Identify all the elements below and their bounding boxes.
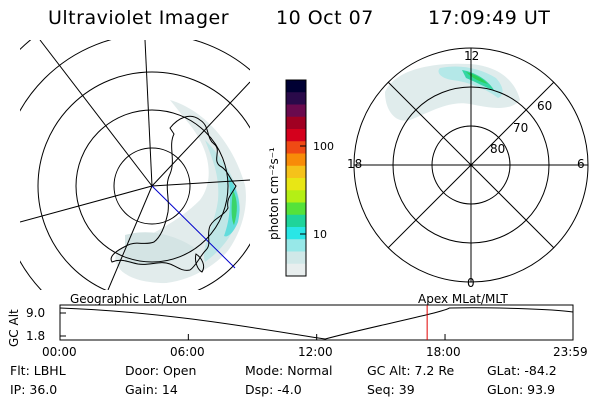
geo-grid-label: Geographic Lat/Lon xyxy=(70,292,188,306)
time-label: 17:09:49 UT xyxy=(428,7,551,29)
mlt-label-6: 6 xyxy=(577,157,585,171)
sun-line xyxy=(151,185,236,269)
colorbar-tick-100: 100 xyxy=(313,140,334,153)
colorbar-unit-label: photon cm⁻²s⁻¹ xyxy=(267,147,281,240)
gain-value: Gain: 14 xyxy=(125,382,178,397)
colorbar-swatch xyxy=(286,104,306,118)
mlt-label-18: 18 xyxy=(347,157,363,171)
time-tick-1800: 18:00 xyxy=(426,345,461,359)
colorbar-swatch xyxy=(286,227,306,240)
colorbar-swatch xyxy=(286,251,306,265)
colorbar-tick-10: 10 xyxy=(313,228,327,241)
colorbar xyxy=(286,80,306,277)
altitude-axis-label: GC Alt xyxy=(7,309,21,347)
time-tick-2359: 23:59 xyxy=(553,345,588,359)
altitude-tick-9: 9.0 xyxy=(26,306,46,320)
gc-alt-value: GC Alt: 7.2 Re xyxy=(367,363,455,378)
time-tick-1200: 12:00 xyxy=(298,345,333,359)
instrument-title: Ultraviolet Imager xyxy=(48,7,230,29)
geo-aurora-emission xyxy=(115,100,246,284)
glat-value: GLat: -84.2 xyxy=(487,363,557,378)
colorbar-swatch xyxy=(286,141,306,154)
time-tick-0000: 00:00 xyxy=(42,345,77,359)
colorbar-swatch xyxy=(286,92,306,105)
mode-value: Mode: Normal xyxy=(245,363,333,378)
colorbar-swatch xyxy=(286,165,306,179)
colorbar-swatch xyxy=(286,263,306,277)
mlat-label-60: 60 xyxy=(537,99,553,113)
dsp-value: Dsp: -4.0 xyxy=(245,382,302,397)
colorbar-swatch xyxy=(286,239,306,252)
altitude-tick-1-8: 1.8 xyxy=(26,329,46,343)
coastline xyxy=(110,115,237,271)
mlt-label-12: 12 xyxy=(464,49,480,63)
time-tick-0600: 06:00 xyxy=(170,345,205,359)
glon-value: GLon: 93.9 xyxy=(487,382,556,397)
mlt-label-0: 0 xyxy=(467,276,475,290)
mlat-label-80: 80 xyxy=(490,142,506,156)
door-value: Door: Open xyxy=(125,363,197,378)
apex-grid-label: Apex MLat/MLT xyxy=(418,292,508,306)
colorbar-swatch xyxy=(286,80,306,93)
geographic-map xyxy=(20,40,250,290)
colorbar-swatch xyxy=(286,214,306,228)
ip-value: IP: 36.0 xyxy=(10,382,58,397)
magnetic-polar-plot xyxy=(353,47,589,283)
date-label: 10 Oct 07 xyxy=(276,7,374,29)
seq-value: Seq: 39 xyxy=(367,382,415,397)
colorbar-swatch xyxy=(286,129,306,142)
filter-value: Flt: LBHL xyxy=(10,363,66,378)
colorbar-swatch xyxy=(286,116,306,130)
colorbar-swatch xyxy=(286,153,306,167)
altitude-plot xyxy=(59,304,574,341)
mlat-label-70: 70 xyxy=(513,121,529,135)
colorbar-swatch xyxy=(286,190,306,203)
colorbar-swatch xyxy=(286,178,306,191)
colorbar-swatch xyxy=(286,202,306,216)
